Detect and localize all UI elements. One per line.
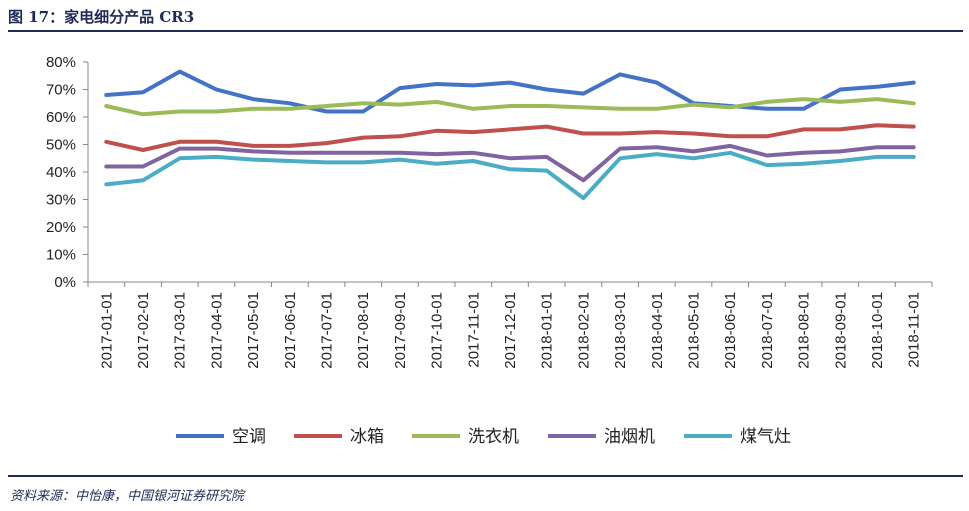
y-tick-label: 50% xyxy=(46,137,76,154)
legend-label: 冰箱 xyxy=(350,427,384,447)
y-tick-label: 20% xyxy=(46,219,76,236)
series-line xyxy=(104,143,916,183)
legend-item: 冰箱 xyxy=(294,427,384,447)
x-tick-label: 2018-06-01 xyxy=(722,292,739,369)
legend-item: 油烟机 xyxy=(548,427,655,447)
y-tick-label: 10% xyxy=(46,247,76,264)
x-tick-label: 2018-10-01 xyxy=(869,292,886,369)
x-tick-label: 2017-11-01 xyxy=(465,292,482,368)
figure-title: 图 17：家电细分产品 CR3 xyxy=(8,8,195,26)
x-tick-label: 2018-03-01 xyxy=(612,292,629,369)
footer-divider xyxy=(8,475,963,477)
x-tick-label: 2018-05-01 xyxy=(685,292,702,369)
source-note: 资料来源：中怡康，中国银河证券研究院 xyxy=(10,489,245,504)
series-line xyxy=(104,123,916,152)
x-tick-label: 2017-09-01 xyxy=(392,292,409,369)
series-line xyxy=(104,150,916,201)
x-tick-label: 2018-08-01 xyxy=(796,292,813,369)
series-lines xyxy=(104,69,916,201)
y-tick-label: 0% xyxy=(54,274,76,291)
legend-item: 洗衣机 xyxy=(412,427,519,447)
legend-label: 煤气灶 xyxy=(740,427,791,447)
legend-item: 煤气灶 xyxy=(684,427,791,447)
y-tick-label: 60% xyxy=(46,109,76,126)
y-tick-label: 30% xyxy=(46,192,76,209)
x-tick-label: 2018-09-01 xyxy=(832,292,849,369)
y-tick-label: 40% xyxy=(46,164,76,181)
x-tick-label: 2017-06-01 xyxy=(282,292,299,369)
x-tick-label: 2018-02-01 xyxy=(575,292,592,369)
series-line xyxy=(104,97,916,117)
figure-title-bar: 图 17：家电细分产品 CR3 xyxy=(8,4,960,28)
title-divider xyxy=(8,30,963,32)
x-tick-label: 2018-01-01 xyxy=(539,292,556,369)
y-tick-label: 80% xyxy=(46,54,76,71)
x-tick-label: 2017-03-01 xyxy=(172,292,189,369)
legend-label: 油烟机 xyxy=(604,427,655,447)
x-tick-label: 2017-08-01 xyxy=(355,292,372,369)
legend-label: 洗衣机 xyxy=(468,427,519,447)
x-tick-label: 2018-04-01 xyxy=(649,292,666,369)
x-tick-label: 2017-01-01 xyxy=(98,292,115,369)
series-line xyxy=(104,69,916,114)
x-tick-label: 2018-11-01 xyxy=(906,292,923,368)
x-axis: 2017-01-01 2017-02-01 2017-03-01 2017-04-01… xyxy=(87,281,933,369)
legend: 空调 冰箱 洗衣机 油烟机 煤气灶 xyxy=(176,427,791,447)
x-tick-label: 2017-02-01 xyxy=(135,292,152,369)
x-tick-label: 2017-10-01 xyxy=(429,292,446,369)
x-tick-label: 2017-04-01 xyxy=(208,292,225,369)
x-tick-label: 2017-05-01 xyxy=(245,292,262,369)
x-tick-label: 2017-07-01 xyxy=(319,292,336,369)
y-axis: 0% 10% 20% 30% 40% 50% 60% 70% 80% xyxy=(46,54,89,291)
line-chart: 0%10%20%30%40%50%60%70%80% 2017-01-01 201… xyxy=(46,54,933,447)
y-tick-label: 70% xyxy=(46,82,76,99)
x-tick-label: 2017-12-01 xyxy=(502,292,519,369)
x-tick-label: 2018-07-01 xyxy=(759,292,776,369)
legend-label: 空调 xyxy=(232,427,266,447)
legend-item: 空调 xyxy=(176,427,266,447)
